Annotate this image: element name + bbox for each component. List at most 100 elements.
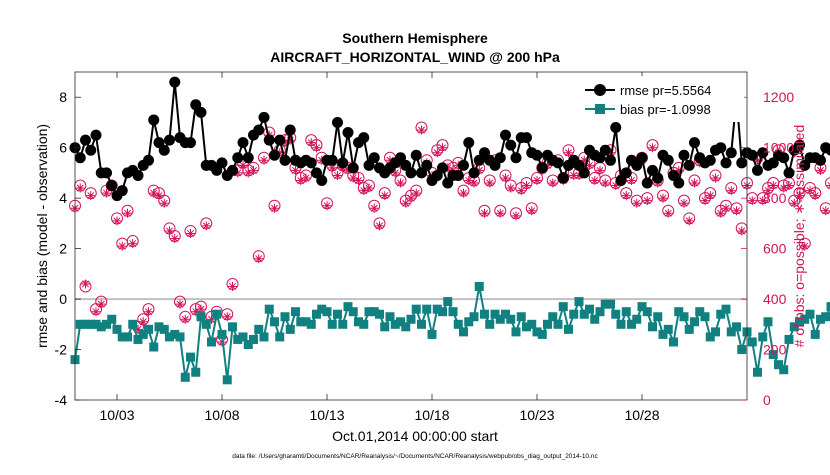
obs-assimilated-point <box>816 166 825 175</box>
bias-point <box>617 320 626 329</box>
obs-assimilated-point <box>249 166 258 175</box>
obs-assimilated-point <box>165 226 174 235</box>
bias-point <box>176 332 185 341</box>
obs-assimilated-point <box>680 199 689 208</box>
obs-assimilated-point <box>485 179 494 188</box>
bias-point <box>585 305 594 314</box>
rmse-point <box>684 160 695 171</box>
rmse-point <box>159 145 170 156</box>
bias-point <box>422 305 431 314</box>
left-tick-label: -2 <box>55 342 68 358</box>
bias-point <box>538 330 547 339</box>
bias-point <box>449 307 458 316</box>
obs-assimilated-point <box>155 191 164 200</box>
rmse-point <box>91 130 102 141</box>
rmse-point <box>337 157 348 168</box>
obs-assimilated-point <box>396 179 405 188</box>
bias-point <box>653 312 662 321</box>
rmse-point <box>736 157 747 168</box>
bias-point <box>359 320 368 329</box>
rmse-point <box>327 155 338 166</box>
rmse-point <box>269 150 280 161</box>
right-tick-label: 0 <box>763 392 771 408</box>
left-tick-label: 2 <box>59 241 67 257</box>
rmse-point <box>537 162 548 173</box>
obs-assimilated-point <box>459 189 468 198</box>
rmse-point <box>133 170 144 181</box>
obs-assimilated-point <box>202 221 211 230</box>
bias-point <box>622 307 631 316</box>
x-tick-label: 10/18 <box>414 407 449 423</box>
rmse-point <box>411 150 422 161</box>
rmse-point <box>169 77 180 88</box>
obs-assimilated-point <box>223 312 232 321</box>
obs-assimilated-point <box>144 307 153 316</box>
obs-assimilated-point <box>97 300 106 309</box>
bias-point <box>559 302 568 311</box>
bias-point <box>275 332 284 341</box>
rmse-point <box>673 178 684 189</box>
bias-point <box>512 327 521 336</box>
bias-point <box>286 325 295 334</box>
bias-point <box>827 302 830 311</box>
obs-assimilated-point <box>732 206 741 215</box>
obs-assimilated-point <box>480 209 489 218</box>
bias-point <box>459 327 468 336</box>
rmse-point <box>264 135 275 146</box>
obs-assimilated-point <box>643 196 652 205</box>
rmse-point <box>652 172 663 183</box>
legend-bias-marker <box>595 104 605 114</box>
bias-point <box>648 322 657 331</box>
rmse-point <box>406 167 417 178</box>
rmse-point <box>453 170 464 181</box>
rmse-point <box>285 125 296 136</box>
rmse-point <box>280 155 291 166</box>
bias-point <box>443 297 452 306</box>
bias-point <box>611 310 620 319</box>
bias-point <box>202 320 211 329</box>
x-tick-label: 10/08 <box>204 407 239 423</box>
legend-rmse-marker <box>594 84 606 96</box>
bias-point <box>564 325 573 334</box>
rmse-point <box>553 157 564 168</box>
obs-assimilated-point <box>260 156 269 165</box>
rmse-point <box>511 152 522 163</box>
rmse-point <box>164 135 175 146</box>
rmse-point <box>505 140 516 151</box>
obs-assimilated-point <box>737 226 746 235</box>
rmse-point <box>637 152 648 163</box>
obs-assimilated-point <box>548 179 557 188</box>
obs-assimilated-point <box>128 239 137 248</box>
rmse-point <box>316 175 327 186</box>
obs-assimilated-point <box>365 184 374 193</box>
obs-assimilated-point <box>270 204 279 213</box>
rmse-point <box>232 152 243 163</box>
bias-point <box>732 322 741 331</box>
obs-assimilated-point <box>333 171 342 180</box>
bias-point <box>669 337 678 346</box>
bias-point <box>711 327 720 336</box>
obs-assimilated-point <box>811 191 820 200</box>
chart-subtitle: AIRCRAFT_HORIZONTAL_WIND @ 200 hPa <box>270 49 560 65</box>
right-tick-label: 1000 <box>763 140 794 156</box>
obs-assimilated-point <box>92 307 101 316</box>
bias-point <box>690 317 699 326</box>
rmse-point <box>463 137 474 148</box>
rmse-point <box>306 157 317 168</box>
rmse-point <box>227 165 238 176</box>
bias-point <box>281 312 290 321</box>
bias-point <box>270 317 279 326</box>
rmse-point <box>253 125 264 136</box>
obs-assimilated-point <box>506 184 515 193</box>
bias-point <box>753 368 762 377</box>
bias-point <box>128 320 137 329</box>
bias-point <box>632 315 641 324</box>
bias-point <box>181 373 190 382</box>
data-file-footer: data file: /Users/gharamti/Documents/NCA… <box>232 453 598 460</box>
obs-assimilated-point <box>711 173 720 182</box>
obs-assimilated-point <box>81 279 90 288</box>
bias-point <box>606 300 615 309</box>
obs-assimilated-point <box>496 209 505 218</box>
rmse-point <box>75 152 86 163</box>
right-tick-label: 400 <box>763 291 787 307</box>
